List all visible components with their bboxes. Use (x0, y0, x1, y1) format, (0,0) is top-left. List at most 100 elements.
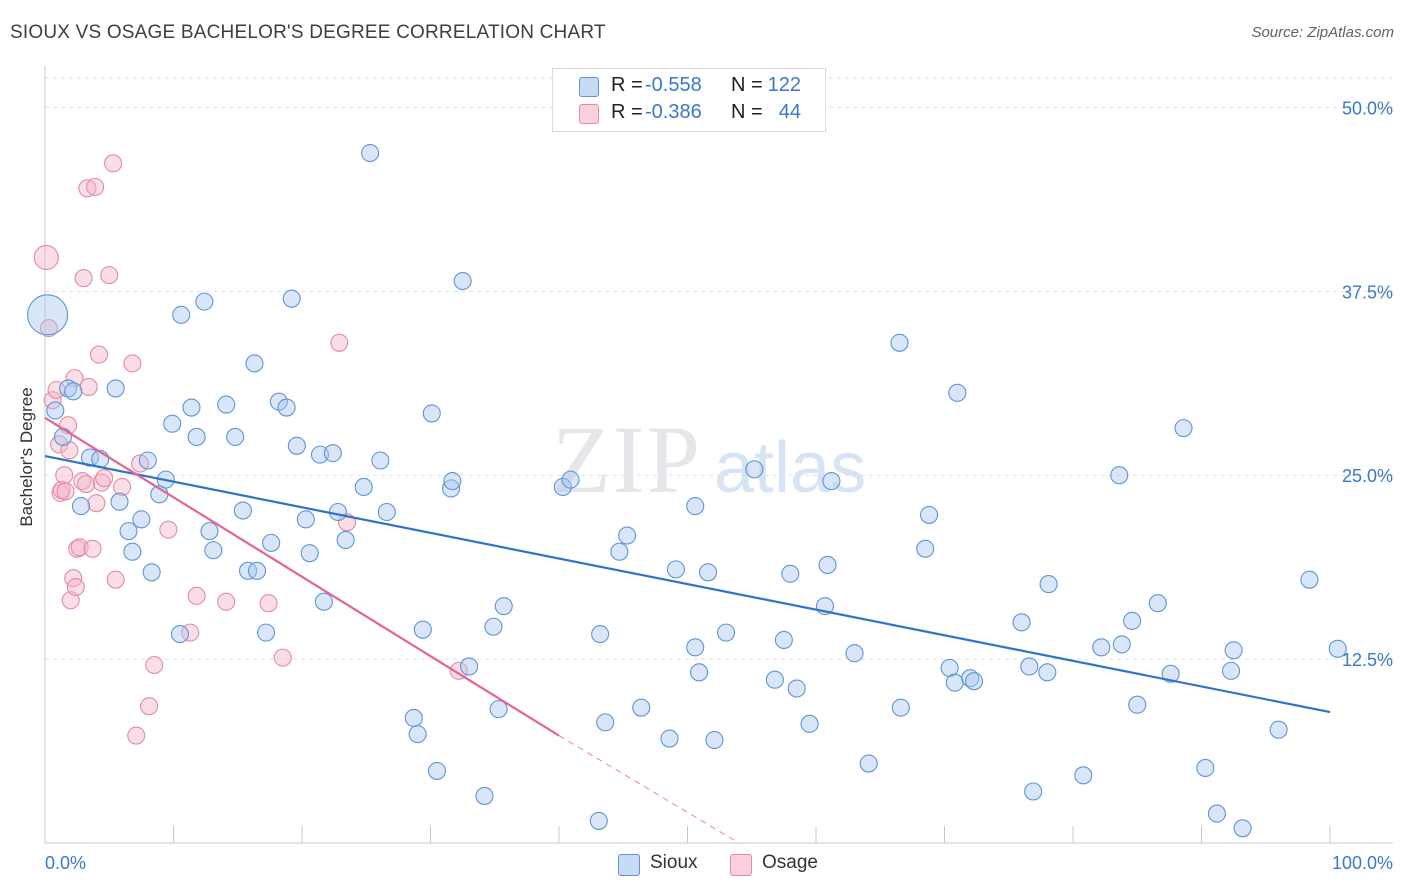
osage-trend-extension (558, 735, 740, 844)
osage-r-value: -0.386 (645, 101, 702, 123)
osage-point (65, 369, 84, 388)
osage-point (86, 177, 105, 196)
sioux-point (53, 427, 73, 447)
sioux-point (71, 497, 91, 516)
osage-point (113, 477, 132, 497)
osage-point (87, 494, 106, 513)
trend-lines (44, 416, 1331, 844)
sioux-point (484, 617, 503, 636)
osage-point (104, 154, 123, 173)
osage-legend-swatch (730, 854, 752, 876)
sioux-point (404, 708, 423, 728)
sioux-r-value: -0.558 (645, 74, 702, 96)
source-credit: Source: ZipAtlas.com (1251, 24, 1394, 41)
sioux-point (699, 563, 718, 582)
osage-point (79, 377, 98, 396)
sioux-point (300, 544, 319, 563)
sioux-point (1300, 570, 1319, 589)
sioux-point (361, 143, 380, 163)
sioux-point (296, 510, 315, 529)
sioux-point (377, 502, 396, 522)
watermark: ZIP atlas (552, 406, 866, 513)
sioux-point (920, 505, 939, 524)
y-tick-label: 50.0% (1342, 98, 1393, 118)
sioux-point (163, 414, 182, 433)
sioux-point (110, 492, 129, 511)
sioux-point (686, 497, 705, 516)
osage-point (89, 345, 109, 364)
sioux-point (46, 401, 65, 420)
osage-point (74, 269, 93, 288)
sioux-point (690, 663, 709, 682)
osage-point (123, 354, 142, 373)
osage-legend-label: Osage (762, 852, 818, 873)
sioux-point (204, 541, 223, 560)
sioux-point (247, 561, 267, 580)
sioux-point (1174, 419, 1193, 438)
sioux-point (442, 479, 461, 498)
sioux-point (1328, 639, 1347, 658)
sioux-point (686, 638, 705, 657)
osage-point (159, 520, 178, 539)
sioux-point (233, 501, 252, 520)
sioux-point (716, 623, 736, 642)
sioux-point (182, 398, 201, 417)
sioux-point (787, 679, 806, 698)
y-axis-label-container: Bachelor's Degree (14, 300, 42, 560)
sioux-point (1012, 613, 1031, 632)
sioux-point (745, 460, 764, 479)
osage-point (66, 577, 85, 597)
osage-points (33, 154, 468, 745)
osage-point (145, 655, 164, 675)
y-tick-label: 12.5% (1342, 650, 1393, 670)
sioux-point (666, 560, 685, 579)
sioux-point (138, 451, 157, 470)
sioux-point (195, 292, 214, 311)
sioux-point (705, 730, 724, 750)
sioux-point (660, 729, 679, 748)
sioux-point (371, 451, 390, 470)
sioux-point (282, 289, 301, 308)
sioux-point (262, 533, 281, 552)
sioux-point (765, 670, 784, 689)
sioux-point (489, 700, 508, 719)
osage-point (187, 586, 206, 605)
watermark-atlas: atlas (714, 428, 866, 508)
sioux-point (553, 477, 572, 497)
sioux-point (443, 472, 462, 491)
osage-swatch (579, 104, 599, 124)
sioux-points (27, 143, 1347, 838)
sioux-point (596, 713, 615, 732)
sioux-point (965, 672, 984, 691)
osage-point (43, 391, 62, 410)
sioux-point (891, 698, 910, 717)
legend-row-osage: R = -0.386 N = 44 (553, 101, 825, 127)
legend-row-sioux: R = -0.558 N = 122 (553, 74, 825, 100)
osage-point (33, 244, 59, 271)
sioux-point (459, 657, 479, 676)
sioux-point (277, 398, 296, 417)
watermark-zip: ZIP (552, 406, 702, 513)
sioux-point (1074, 766, 1093, 785)
y-tick-label: 37.5% (1342, 282, 1393, 302)
sioux-point (354, 477, 373, 497)
sioux-point (818, 555, 837, 575)
sioux-point (1024, 782, 1043, 801)
sioux-point (1161, 664, 1180, 683)
osage-trend-line (44, 416, 560, 737)
osage-point (259, 594, 278, 613)
sioux-point (336, 530, 355, 549)
sioux-point (64, 382, 83, 401)
sioux-point (845, 644, 864, 663)
tick-labels: 12.5% 25.0% 37.5% 50.0% 0.0% 100.0% (45, 98, 1393, 873)
osage-point (127, 726, 146, 745)
sioux-point (1148, 594, 1167, 613)
legend-item-sioux: Sioux (618, 852, 718, 876)
y-tick-label: 25.0% (1342, 466, 1393, 486)
osage-point (217, 592, 236, 611)
sioux-point (1222, 661, 1241, 680)
sioux-point (494, 597, 513, 616)
sioux-point (916, 539, 935, 558)
sioux-point (1269, 720, 1288, 739)
